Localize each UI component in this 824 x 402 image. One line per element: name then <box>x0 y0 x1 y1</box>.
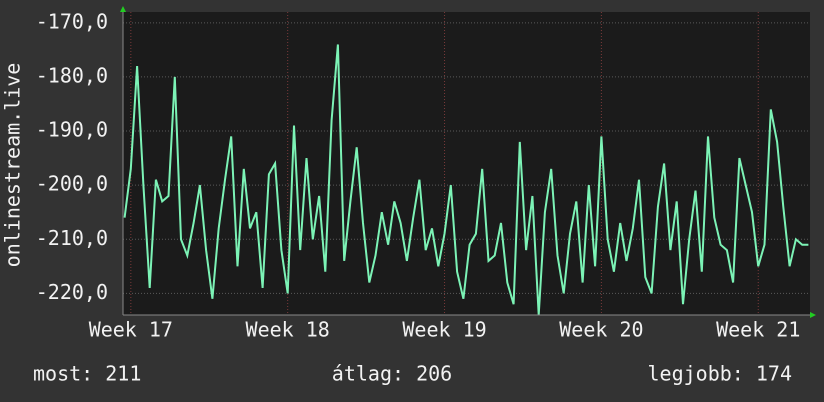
y-tick-label: -210,0 <box>36 226 108 250</box>
y-arrow <box>120 6 126 12</box>
x-tick-label: Week 20 <box>559 318 643 342</box>
y-tick-label: -200,0 <box>36 172 108 196</box>
data-line <box>123 44 809 316</box>
x-tick-label: Week 18 <box>246 318 330 342</box>
y-tick-label: -170,0 <box>36 9 108 33</box>
y-tick-label: -180,0 <box>36 63 108 87</box>
x-tick-label: Week 21 <box>716 318 800 342</box>
footer-average: átlag: 206 <box>332 362 452 386</box>
y-tick-label: -190,0 <box>36 118 108 142</box>
x-tick-label: Week 19 <box>402 318 486 342</box>
x-tick-label: Week 17 <box>89 318 173 342</box>
x-arrow <box>810 312 816 318</box>
footer-max: legjobb: 174 <box>648 362 793 386</box>
y-axis-label: onlinestream.live <box>1 63 25 268</box>
y-tick-label: -220,0 <box>36 280 108 304</box>
footer-current: most: 211 <box>33 362 141 386</box>
